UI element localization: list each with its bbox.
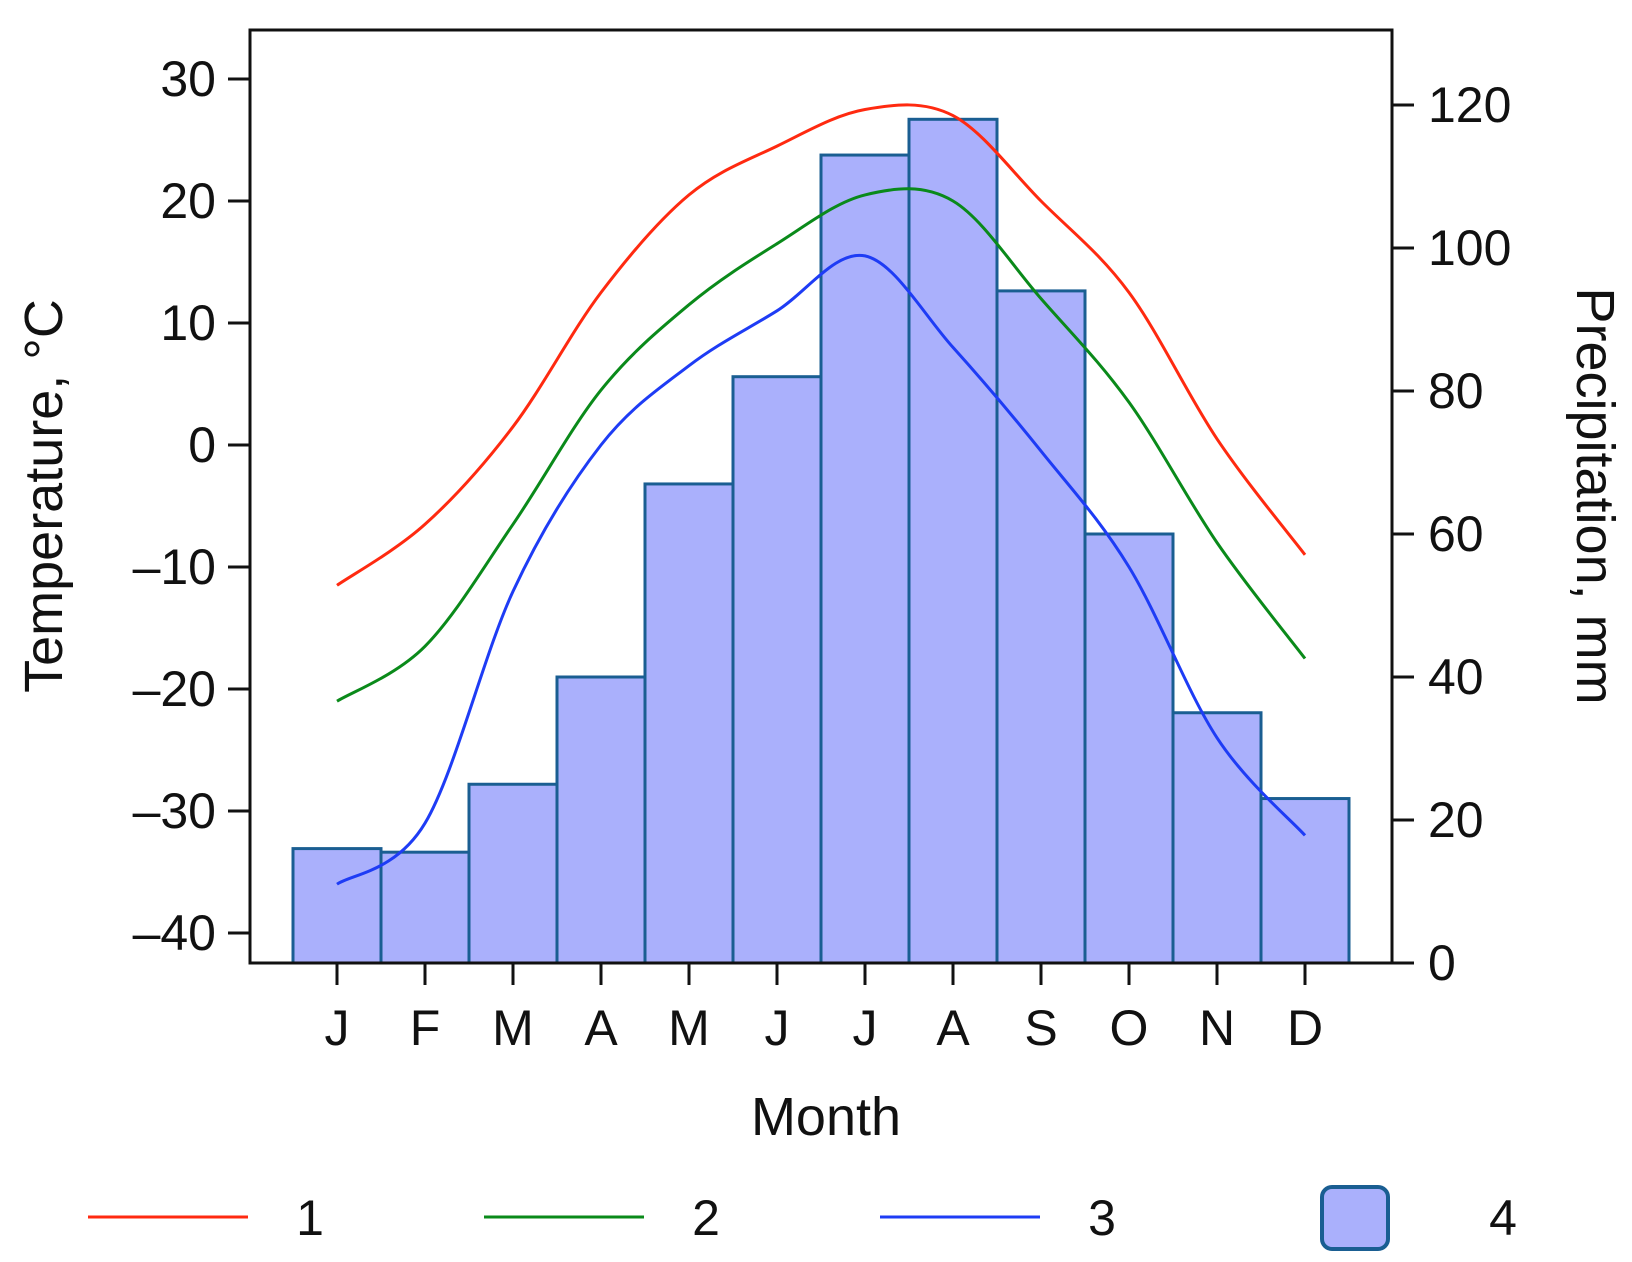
left-axis: 30 20 10 0 –10 –20 –30 –40 <box>133 51 250 961</box>
temperature-line-2 <box>336 187 1307 703</box>
left-tick-label: 10 <box>160 295 216 351</box>
right-tick-label: 20 <box>1428 792 1484 848</box>
right-tick-label: 60 <box>1428 506 1484 562</box>
right-tick-label: 0 <box>1428 935 1456 991</box>
x-tick-label: J <box>765 1000 790 1056</box>
plot-frame <box>248 28 1394 965</box>
x-tick-label: O <box>1110 1000 1149 1056</box>
x-tick-label: S <box>1024 1000 1057 1056</box>
left-tick-label: –20 <box>133 661 216 717</box>
legend-label-4: 4 <box>1489 1190 1517 1246</box>
legend-label-3: 3 <box>1088 1190 1116 1246</box>
temperature-lines <box>336 103 1307 886</box>
precip-bar-6 <box>819 153 911 965</box>
legend-swatch-4 <box>1320 1185 1390 1251</box>
x-tick-label: D <box>1287 1000 1323 1056</box>
x-tick-label: J <box>853 1000 878 1056</box>
right-tick-label: 40 <box>1428 649 1484 705</box>
temperature-line-3 <box>336 253 1307 886</box>
precip-bar-4 <box>643 482 735 965</box>
x-tick-label: F <box>410 1000 441 1056</box>
left-tick-label: 20 <box>160 173 216 229</box>
left-tick-label: 0 <box>188 417 216 473</box>
right-axis: 120 100 80 60 40 20 0 <box>1392 77 1511 991</box>
precip-bar-9 <box>1083 532 1175 965</box>
right-axis-title: Precipitation, mm <box>1565 287 1625 704</box>
legend-label-1: 1 <box>296 1190 324 1246</box>
left-axis-title: Temperature, °C <box>14 299 74 693</box>
precip-bar-11 <box>1259 797 1351 965</box>
precip-bar-8 <box>995 289 1087 965</box>
left-tick-label: –10 <box>133 539 216 595</box>
x-tick-label: J <box>325 1000 350 1056</box>
precip-bar-1 <box>379 850 471 965</box>
precip-bar-7 <box>907 117 999 965</box>
legend-label-2: 2 <box>692 1190 720 1246</box>
precip-bar-3 <box>555 675 647 965</box>
right-tick-label: 120 <box>1428 77 1511 133</box>
x-tick-label: M <box>668 1000 710 1056</box>
precip-bar-2 <box>467 782 559 965</box>
precip-bar-10 <box>1171 711 1263 965</box>
x-tick-label: M <box>492 1000 534 1056</box>
left-tick-label: –30 <box>133 783 216 839</box>
precip-bar-0 <box>291 847 383 965</box>
x-tick-label: A <box>936 1000 970 1056</box>
right-tick-label: 80 <box>1428 363 1484 419</box>
precip-bar-5 <box>731 375 823 965</box>
right-tick-label: 100 <box>1428 220 1511 276</box>
precipitation-bars <box>291 117 1351 965</box>
legend: 1 2 3 4 <box>88 1185 1517 1251</box>
temperature-line-1 <box>336 103 1307 587</box>
x-tick-label: A <box>584 1000 618 1056</box>
left-tick-label: 30 <box>160 51 216 107</box>
x-tick-label: N <box>1199 1000 1235 1056</box>
x-axis-title: Month <box>751 1087 901 1147</box>
left-tick-label: –40 <box>133 905 216 961</box>
